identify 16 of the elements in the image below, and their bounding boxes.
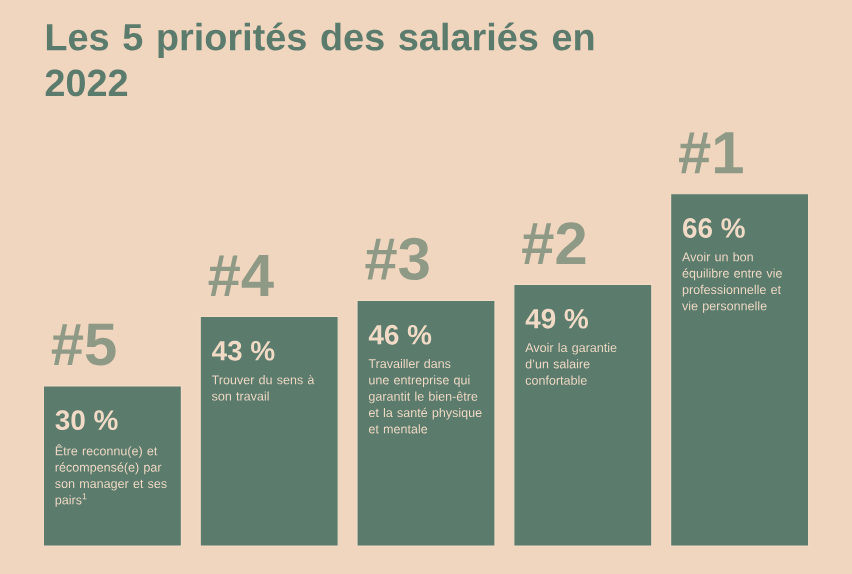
bar	[356, 299, 496, 547]
chart-title: Les 5 priorités des salariés en 2022	[45, 22, 594, 97]
data-label: 30 %	[55, 410, 118, 431]
x-tick-label: #3	[365, 237, 429, 281]
data-label: 66 %	[683, 218, 745, 238]
data-label: 46 %	[368, 324, 432, 345]
data-label: 49 %	[525, 308, 589, 329]
bar	[199, 315, 339, 547]
bar	[42, 385, 183, 547]
x-tick-label: #5	[51, 323, 116, 366]
data-label: 43 %	[212, 340, 275, 361]
bar	[513, 283, 653, 547]
x-tick-label: #4	[208, 254, 274, 297]
x-tick-label: #1	[679, 132, 743, 174]
bar	[670, 193, 810, 547]
x-tick-label: #2	[522, 222, 586, 265]
